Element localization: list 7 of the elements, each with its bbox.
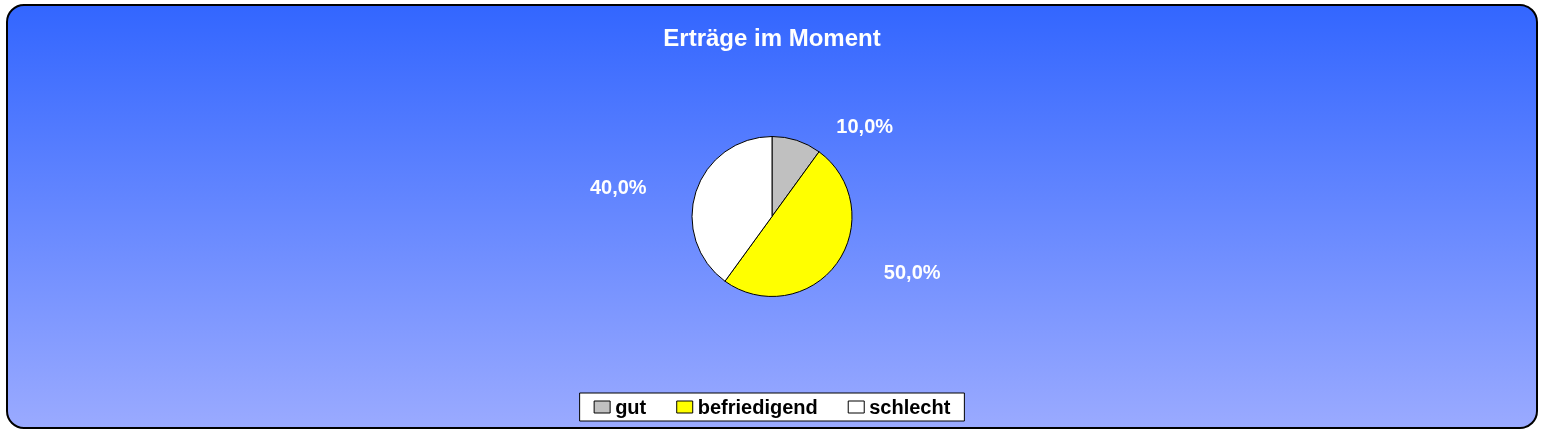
data-label: 50,0%: [883, 261, 941, 284]
legend-label: gut: [615, 396, 647, 418]
data-label: 10,0%: [836, 115, 894, 138]
chart-title: Erträge im Moment: [663, 23, 881, 51]
legend-label: schlecht: [869, 396, 951, 418]
legend-label: befriedigend: [697, 396, 818, 418]
data-label: 40,0%: [589, 176, 647, 199]
